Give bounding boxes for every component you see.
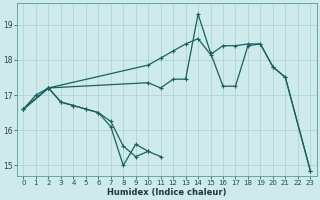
X-axis label: Humidex (Indice chaleur): Humidex (Indice chaleur)	[107, 188, 227, 197]
